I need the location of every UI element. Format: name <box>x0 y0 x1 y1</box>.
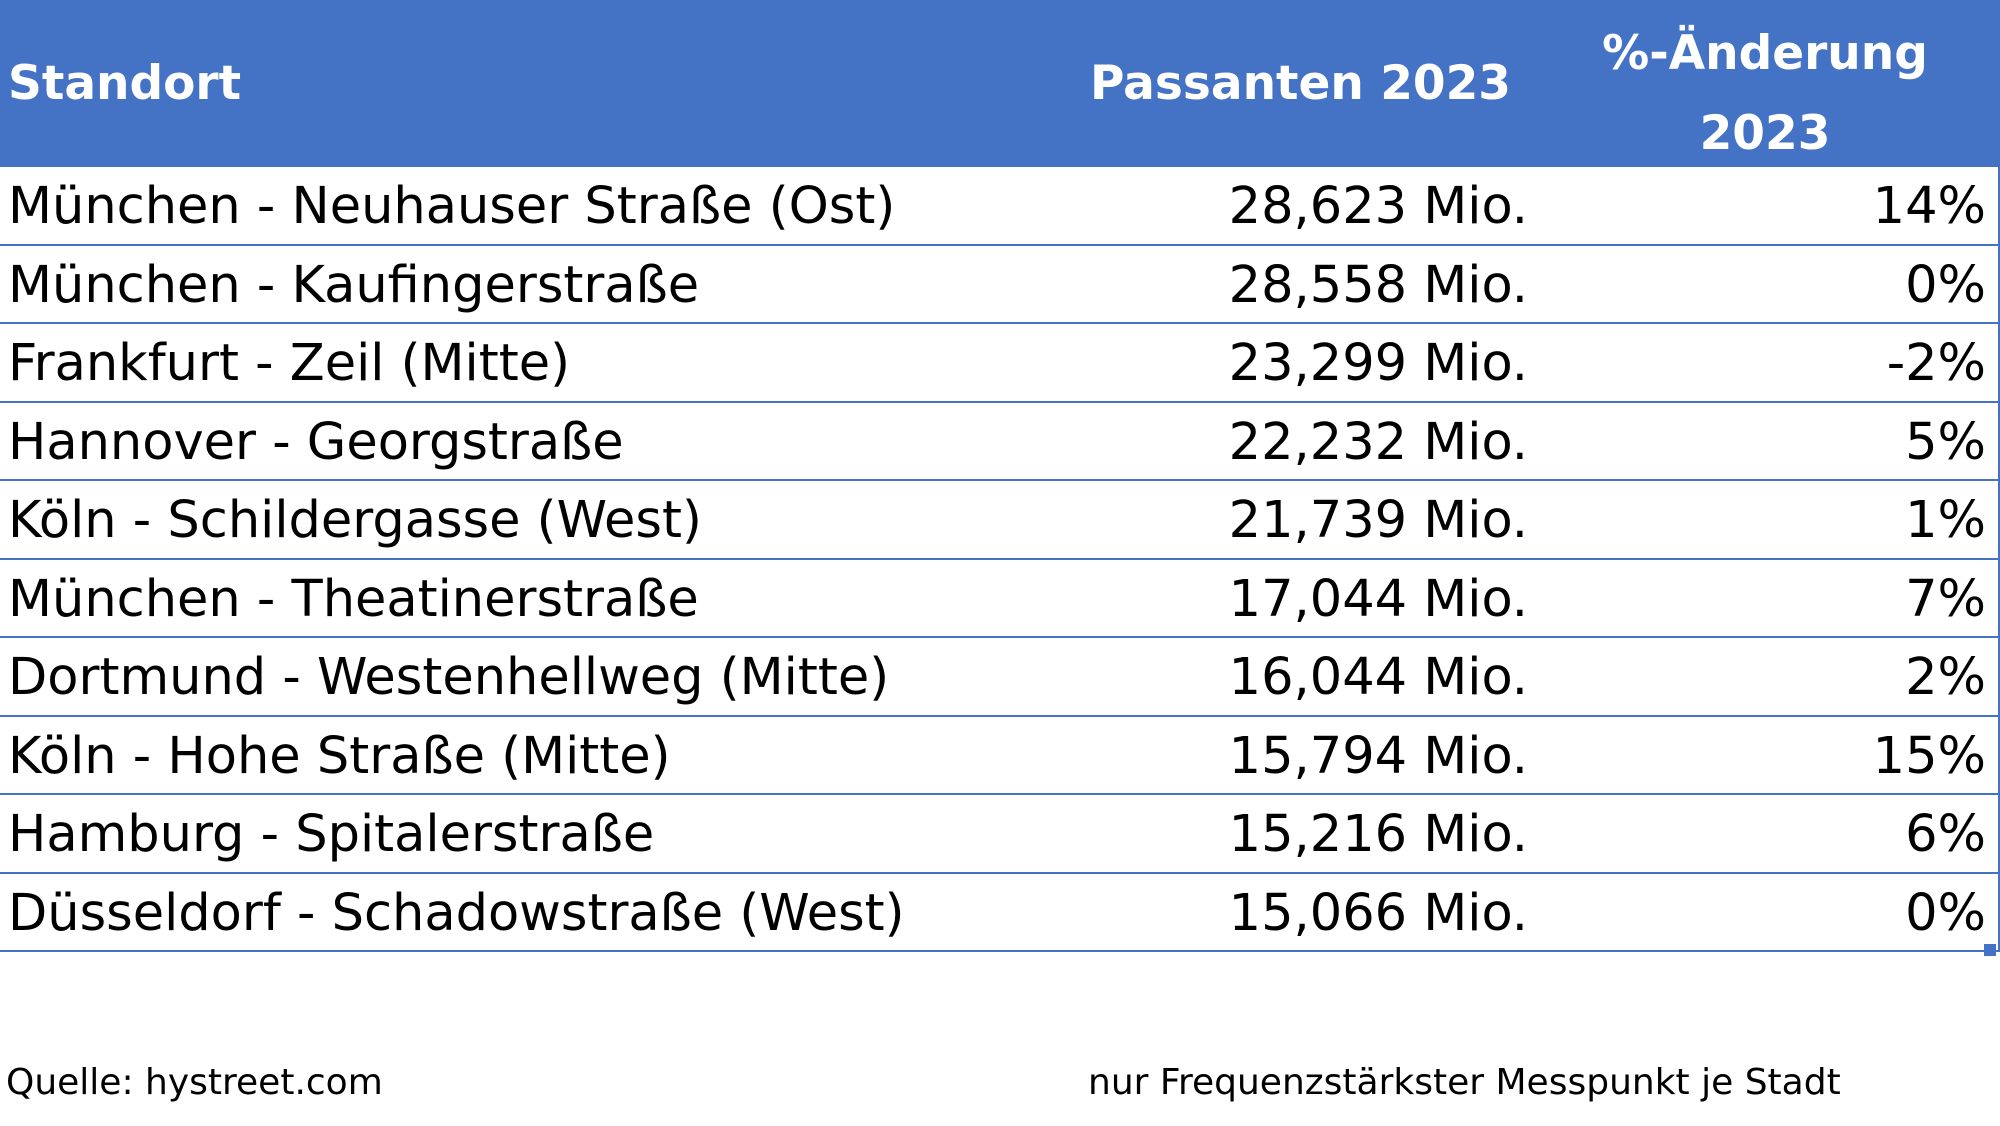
table-row: Köln - Schildergasse (West) 21,739 Mio. 1% <box>0 481 2000 560</box>
source-note: Quelle: hystreet.com <box>6 1062 383 1103</box>
cell-change: 1% <box>1905 491 1986 550</box>
cell-standort: München - Kaufingerstraße <box>8 255 700 315</box>
header-change-line1: %-Änderung 2023 <box>1602 26 1928 161</box>
cell-passanten: 16,044 Mio. <box>1228 648 1528 707</box>
cell-passanten: 21,739 Mio. <box>1228 491 1528 550</box>
cell-standort: Köln - Hohe Straße (Mitte) <box>8 726 671 786</box>
cell-standort: München - Theatinerstraße <box>8 569 699 629</box>
passanten-table: Standort Passanten 2023 %-Änderung 2023 … <box>0 0 2000 952</box>
cell-change: 6% <box>1905 805 1986 864</box>
cell-change: 2% <box>1905 648 1986 707</box>
cell-passanten: 15,066 Mio. <box>1228 883 1528 943</box>
cell-passanten: 22,232 Mio. <box>1228 412 1528 472</box>
cell-standort: München - Neuhauser Straße (Ost) <box>8 177 896 236</box>
cell-standort: Köln - Schildergasse (West) <box>8 491 702 550</box>
cell-change: 14% <box>1872 177 1986 236</box>
cell-passanten: 15,794 Mio. <box>1228 726 1528 786</box>
header-change: %-Änderung 2023 zu 2022 <box>1535 14 1995 254</box>
header-passanten: Passanten 2023 <box>1090 56 1512 111</box>
table-row: Hamburg - Spitalerstraße 15,216 Mio. 6% <box>0 795 2000 874</box>
table-row: Dortmund - Westenhellweg (Mitte) 16,044 M… <box>0 638 2000 717</box>
header-change-line2: zu 2022 <box>1661 186 1869 241</box>
measurement-note: nur Frequenzstärkster Messpunkt je Stadt <box>1088 1062 1841 1103</box>
cell-standort: Hamburg - Spitalerstraße <box>8 805 655 864</box>
cell-change: 0% <box>1905 255 1986 315</box>
cell-standort: Hannover - Georgstraße <box>8 412 624 472</box>
cell-change: 5% <box>1905 412 1986 472</box>
header-standort: Standort <box>8 56 242 111</box>
table-corner-marker <box>1984 944 1996 956</box>
cell-standort: Dortmund - Westenhellweg (Mitte) <box>8 648 890 707</box>
table-row: München - Neuhauser Straße (Ost) 28,623 M… <box>0 167 2000 246</box>
cell-passanten: 15,216 Mio. <box>1228 805 1528 864</box>
cell-standort: Düsseldorf - Schadowstraße (West) <box>8 883 905 943</box>
cell-change: 0% <box>1905 883 1986 943</box>
table-row: München - Theatinerstraße 17,044 Mio. 7% <box>0 559 2000 638</box>
cell-change: 15% <box>1872 726 1986 786</box>
cell-change: -2% <box>1886 334 1986 393</box>
table-row: München - Kaufingerstraße 28,558 Mio. 0% <box>0 245 2000 324</box>
table-row: Frankfurt - Zeil (Mitte) 23,299 Mio. -2% <box>0 324 2000 403</box>
table-header: Standort Passanten 2023 %-Änderung 2023 … <box>0 0 2000 241</box>
table-row: Köln - Hohe Straße (Mitte) 15,794 Mio. 15% <box>0 716 2000 795</box>
table-body: München - Neuhauser Straße (Ost) 28,623 M… <box>0 167 2000 952</box>
cell-change: 7% <box>1905 569 1986 629</box>
cell-passanten: 28,558 Mio. <box>1228 255 1528 315</box>
cell-passanten: 28,623 Mio. <box>1228 177 1528 236</box>
table-row: Düsseldorf - Schadowstraße (West) 15,066 … <box>0 873 2000 952</box>
table-row: Hannover - Georgstraße 22,232 Mio. 5% <box>0 402 2000 481</box>
cell-standort: Frankfurt - Zeil (Mitte) <box>8 334 570 393</box>
cell-passanten: 23,299 Mio. <box>1228 334 1528 393</box>
cell-passanten: 17,044 Mio. <box>1228 569 1528 629</box>
